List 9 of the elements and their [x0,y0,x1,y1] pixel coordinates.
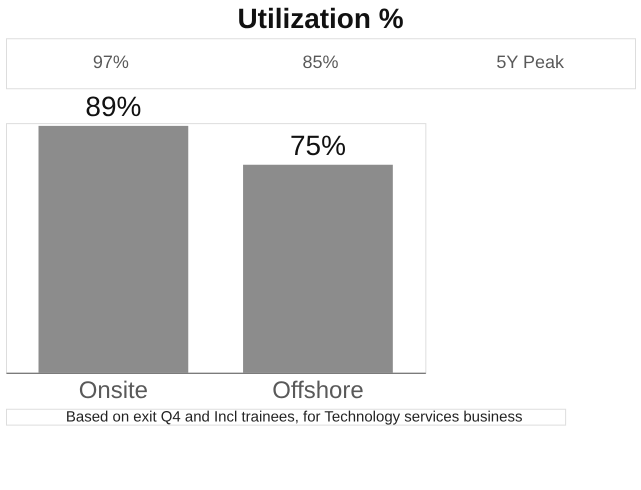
data-label: 89% [85,90,142,122]
x-tick-label: Offshore [272,377,364,404]
text: 85% [302,52,338,72]
data-label: 75% [290,130,346,161]
x-tick-label: Onsite [78,377,148,404]
chart-title: Utilization % [237,2,404,34]
text: 97% [92,52,129,72]
text: 5Y Peak [496,52,565,72]
text: Based on exit Q4 and Incl trainees, for Technology services business [66,408,522,426]
